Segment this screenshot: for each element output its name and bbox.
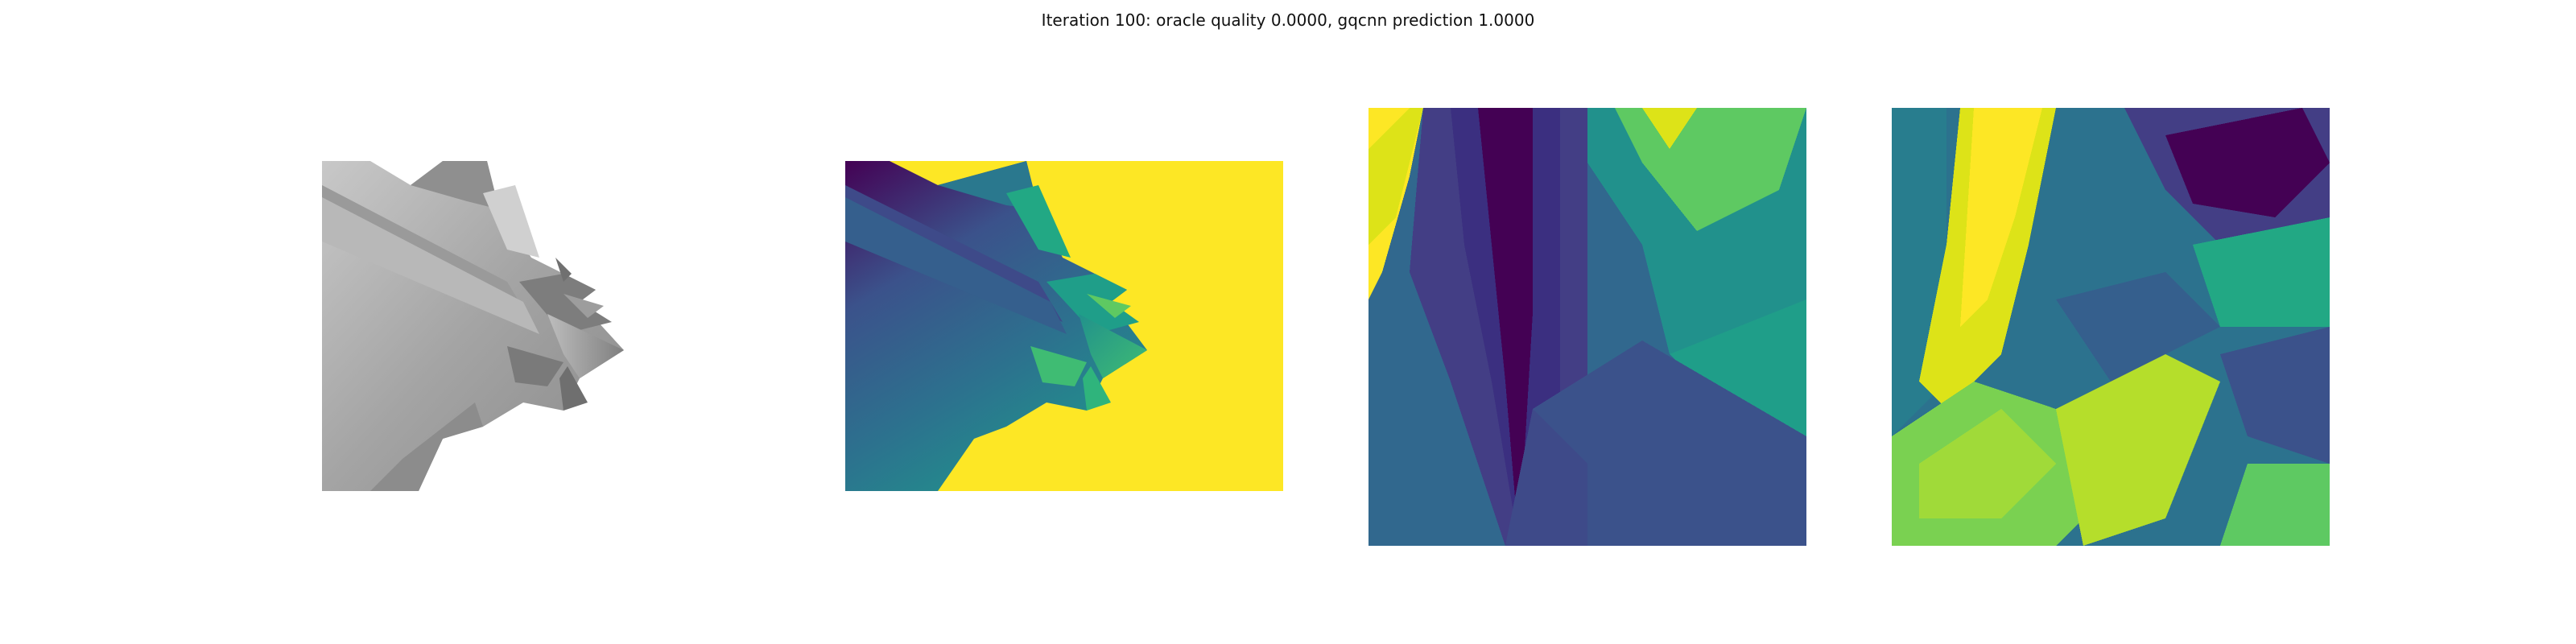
depth-image-panel — [845, 161, 1283, 491]
rendered-object-panel — [322, 161, 628, 491]
depth-image — [845, 161, 1283, 491]
rendered-object-image — [322, 161, 628, 491]
depth-crop-panel — [1368, 108, 1806, 546]
depth-crop-transformed-image — [1892, 108, 2330, 546]
depth-crop-transformed-panel — [1892, 108, 2330, 546]
depth-crop-image — [1368, 108, 1806, 546]
figure-title: Iteration 100: oracle quality 0.0000, gq… — [1041, 10, 1535, 30]
